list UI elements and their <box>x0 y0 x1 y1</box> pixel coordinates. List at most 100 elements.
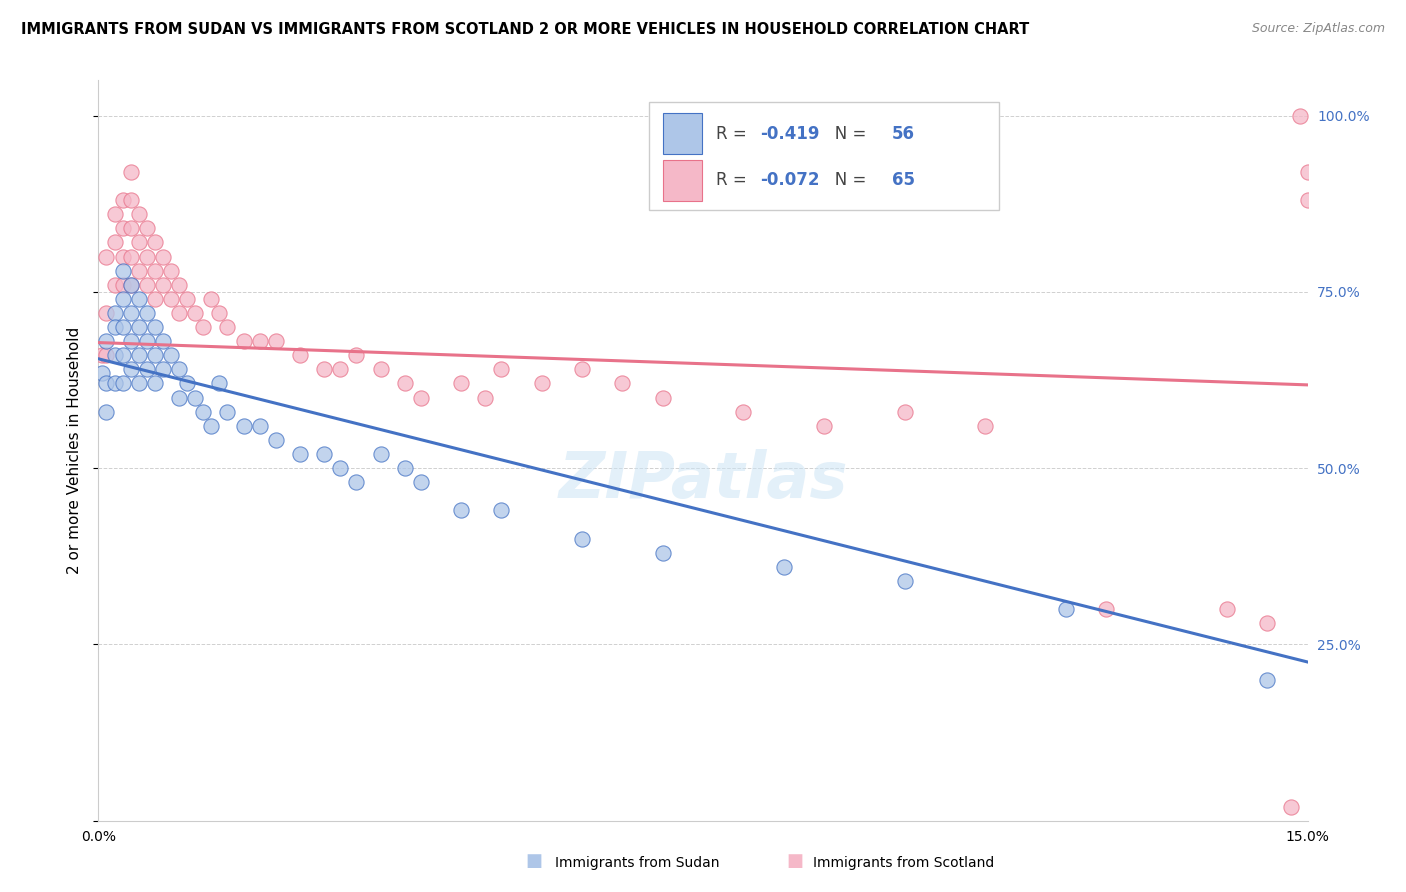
Point <box>370 362 392 376</box>
Point <box>314 447 336 461</box>
Point <box>120 250 142 264</box>
Point <box>120 277 142 292</box>
Point <box>1216 602 1239 616</box>
Point <box>160 292 183 306</box>
Point <box>96 405 118 419</box>
Point <box>128 263 150 277</box>
Point <box>1281 799 1303 814</box>
Point <box>232 418 254 433</box>
Point <box>217 405 239 419</box>
Point <box>893 405 915 419</box>
Text: ■: ■ <box>526 852 543 870</box>
Point <box>571 362 593 376</box>
Point <box>394 461 416 475</box>
Point <box>111 348 134 362</box>
Text: IMMIGRANTS FROM SUDAN VS IMMIGRANTS FROM SCOTLAND 2 OR MORE VEHICLES IN HOUSEHOL: IMMIGRANTS FROM SUDAN VS IMMIGRANTS FROM… <box>21 22 1029 37</box>
Point <box>120 334 142 348</box>
Point <box>1054 602 1077 616</box>
Point <box>208 376 231 391</box>
Point <box>217 320 239 334</box>
Point <box>813 418 835 433</box>
Point <box>152 334 174 348</box>
Point <box>370 447 392 461</box>
Point <box>91 348 114 362</box>
Point <box>409 391 432 405</box>
Point <box>264 334 287 348</box>
Text: 56: 56 <box>891 125 915 143</box>
Point <box>111 263 134 277</box>
Point <box>288 447 311 461</box>
Point <box>329 461 352 475</box>
Point <box>200 292 222 306</box>
Point <box>491 503 513 517</box>
Point <box>135 306 157 320</box>
Point <box>103 376 125 391</box>
Point <box>152 362 174 376</box>
Point <box>120 165 142 179</box>
Point <box>184 306 207 320</box>
Point <box>135 221 157 235</box>
Point <box>111 292 134 306</box>
Point <box>128 376 150 391</box>
Text: ■: ■ <box>786 852 803 870</box>
Point <box>329 362 352 376</box>
Point <box>176 376 198 391</box>
Point <box>111 221 134 235</box>
Point <box>167 277 190 292</box>
Point <box>160 263 183 277</box>
Point <box>103 235 125 250</box>
Point <box>450 503 472 517</box>
Point <box>135 334 157 348</box>
Point <box>96 334 118 348</box>
Point <box>249 334 271 348</box>
Point <box>733 405 755 419</box>
Point <box>96 250 118 264</box>
Text: R =: R = <box>716 171 752 189</box>
Point <box>200 418 222 433</box>
Point <box>143 235 166 250</box>
Point <box>1296 193 1319 207</box>
Point <box>314 362 336 376</box>
Point <box>167 306 190 320</box>
Point <box>974 418 997 433</box>
Point <box>193 405 215 419</box>
Point <box>143 348 166 362</box>
Point <box>143 320 166 334</box>
Point <box>103 348 125 362</box>
Point <box>120 193 142 207</box>
Point <box>651 391 673 405</box>
Point <box>103 207 125 221</box>
Point <box>135 277 157 292</box>
Point <box>103 277 125 292</box>
Point <box>120 221 142 235</box>
Point <box>128 292 150 306</box>
Text: -0.072: -0.072 <box>759 171 820 189</box>
Point <box>96 348 118 362</box>
Point <box>450 376 472 391</box>
Point <box>394 376 416 391</box>
Point <box>232 334 254 348</box>
Point <box>208 306 231 320</box>
Point <box>288 348 311 362</box>
Point <box>96 376 118 391</box>
Point <box>772 559 794 574</box>
Point <box>152 277 174 292</box>
Point <box>184 391 207 405</box>
Point <box>135 250 157 264</box>
Point <box>176 292 198 306</box>
Point <box>135 362 157 376</box>
Point <box>409 475 432 490</box>
Text: R =: R = <box>716 125 752 143</box>
Point <box>143 263 166 277</box>
Point <box>530 376 553 391</box>
Point <box>264 433 287 447</box>
Point <box>120 277 142 292</box>
Text: 65: 65 <box>891 171 915 189</box>
Bar <box>664 113 702 154</box>
Point <box>111 277 134 292</box>
Point <box>249 418 271 433</box>
Point <box>1256 616 1278 631</box>
Point <box>96 306 118 320</box>
Point <box>128 207 150 221</box>
Bar <box>664 160 702 201</box>
